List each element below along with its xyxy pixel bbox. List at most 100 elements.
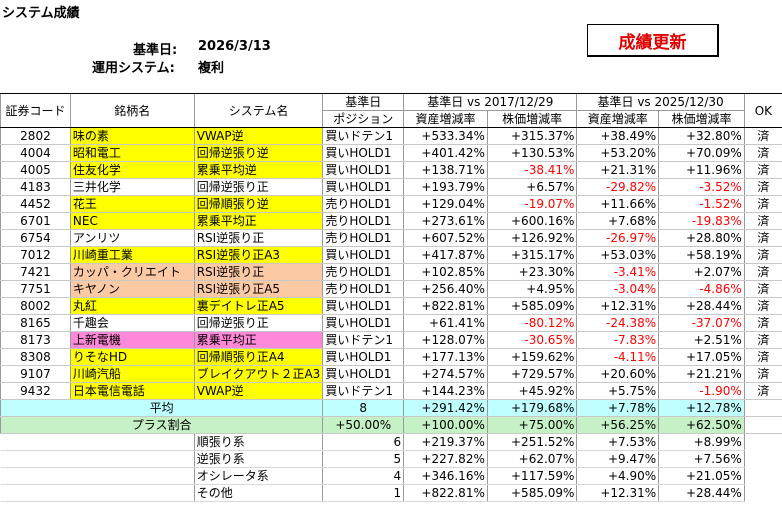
header-period1: 基準日 vs 2017/12/29 bbox=[403, 93, 577, 111]
ok-cell: 済 bbox=[743, 229, 782, 247]
asset-change-1-cell: +102.85% bbox=[403, 263, 488, 281]
asset-change-1-cell: +128.07% bbox=[403, 331, 488, 349]
price-change-2-cell: +70.09% bbox=[658, 144, 745, 162]
price-change-1-cell: +6.57% bbox=[486, 178, 577, 196]
empty-cell bbox=[0, 484, 195, 502]
empty-cell bbox=[0, 467, 195, 485]
stock-code-cell: 4004 bbox=[0, 144, 71, 162]
price-change-1-cell: +315.17% bbox=[486, 246, 577, 264]
stock-code-cell: 7012 bbox=[0, 246, 71, 264]
category-row: 逆張り系 5 +227.82% +62.07% +9.47% +7.56% bbox=[0, 450, 782, 468]
category-asset-1: +822.81% bbox=[403, 484, 488, 502]
asset-change-1-cell: +61.41% bbox=[403, 314, 488, 332]
header-period2: 基準日 vs 2025/12/30 bbox=[576, 93, 745, 111]
system-name-cell: ブレイクアウト２正A3 bbox=[193, 365, 323, 383]
asset-change-2-cell: +12.31% bbox=[576, 297, 659, 315]
system-name-cell: 回帰逆張り正 bbox=[193, 178, 323, 196]
stock-code-cell: 4183 bbox=[0, 178, 71, 196]
header-position: ポジション bbox=[322, 110, 404, 128]
table-row: 9432 日本電信電話 VWAP逆 買いドテン1 +144.23% +45.92% +5.7… bbox=[0, 382, 782, 400]
header-row-2: ポジション 資産増減率 株価増減率 資産増減率 株価増減率 bbox=[1, 110, 782, 128]
system-name-cell: 回帰順張り正A4 bbox=[193, 348, 323, 366]
table-row: 8173 上新電機 累乗平均正 買いドテン1 +128.07% -30.65% -7.83%… bbox=[0, 331, 782, 349]
system-name-cell: 裏デイトレ正A5 bbox=[193, 297, 323, 315]
average-price-1: +179.68% bbox=[486, 399, 577, 417]
category-asset-1: +346.16% bbox=[403, 467, 488, 485]
base-date-label: 基準日: bbox=[133, 43, 178, 58]
stock-code-cell: 9107 bbox=[0, 365, 71, 383]
price-change-1-cell: +23.30% bbox=[486, 263, 577, 281]
base-date-value: 2026/3/13 bbox=[198, 39, 271, 54]
stock-name-cell: 川崎汽船 bbox=[69, 365, 195, 383]
asset-change-1-cell: +822.81% bbox=[403, 297, 488, 315]
table-row: 9107 川崎汽船 ブレイクアウト２正A3 買いHOLD1 +274.57% +729.5… bbox=[0, 365, 782, 383]
table-row: 8002 丸紅 裏デイトレ正A5 買いHOLD1 +822.81% +585.09% +12… bbox=[0, 297, 782, 315]
table-row: 8308 りそなHD 回帰順張り正A4 買いHOLD1 +177.13% +159.62%… bbox=[0, 348, 782, 366]
category-asset-2: +12.31% bbox=[576, 484, 659, 502]
asset-change-2-cell: +7.68% bbox=[576, 212, 659, 230]
header-code: 証券コード bbox=[0, 93, 71, 128]
stock-code-cell: 6701 bbox=[0, 212, 71, 230]
category-price-2: +8.99% bbox=[658, 433, 745, 451]
asset-change-1-cell: +144.23% bbox=[403, 382, 488, 400]
price-change-2-cell: +11.96% bbox=[658, 161, 745, 179]
position-cell: 買いHOLD1 bbox=[322, 314, 404, 332]
results-table: 証券コード 銘柄名 システム名 基準日 基準日 vs 2017/12/29 基準… bbox=[0, 93, 782, 502]
ok-cell: 済 bbox=[743, 178, 782, 196]
average-count: 8 bbox=[322, 399, 404, 417]
stock-name-cell: 川崎重工業 bbox=[69, 246, 195, 264]
stock-name-cell: キヤノン bbox=[69, 280, 195, 298]
asset-change-1-cell: +177.13% bbox=[403, 348, 488, 366]
price-change-1-cell: +600.16% bbox=[486, 212, 577, 230]
asset-change-1-cell: +607.52% bbox=[403, 229, 488, 247]
update-results-button[interactable]: 成績更新 bbox=[587, 24, 719, 57]
header-price-1: 株価増減率 bbox=[486, 110, 577, 128]
asset-change-2-cell: +21.31% bbox=[576, 161, 659, 179]
ok-cell: 済 bbox=[743, 127, 782, 145]
asset-change-2-cell: -24.38% bbox=[576, 314, 659, 332]
stock-code-cell: 2802 bbox=[0, 127, 71, 145]
price-change-2-cell: -1.90% bbox=[658, 382, 745, 400]
price-change-2-cell: +28.44% bbox=[658, 297, 745, 315]
category-asset-2: +9.47% bbox=[576, 450, 659, 468]
average-price-2: +12.78% bbox=[658, 399, 745, 417]
asset-change-1-cell: +129.04% bbox=[403, 195, 488, 213]
stock-code-cell: 8165 bbox=[0, 314, 71, 332]
price-change-2-cell: +17.05% bbox=[658, 348, 745, 366]
price-change-2-cell: -3.52% bbox=[658, 178, 745, 196]
position-cell: 買いHOLD1 bbox=[322, 161, 404, 179]
position-cell: 売りHOLD1 bbox=[322, 195, 404, 213]
price-change-2-cell: +21.21% bbox=[658, 365, 745, 383]
price-change-1-cell: -30.65% bbox=[486, 331, 577, 349]
category-price-2: +7.56% bbox=[658, 450, 745, 468]
system-name-cell: VWAP逆 bbox=[193, 382, 323, 400]
header-row-1: 証券コード 銘柄名 システム名 基準日 基準日 vs 2017/12/29 基準… bbox=[0, 93, 782, 128]
stock-name-cell: 三井化学 bbox=[69, 178, 195, 196]
position-cell: 売りHOLD1 bbox=[322, 263, 404, 281]
header-asset-1: 資産増減率 bbox=[403, 110, 488, 128]
table-row: 7012 川崎重工業 RSI逆張り正A3 買いHOLD1 +417.87% +315.17… bbox=[0, 246, 782, 264]
stock-name-cell: NEC bbox=[69, 212, 195, 230]
stock-name-cell: 上新電機 bbox=[69, 331, 195, 349]
plus-asset-1: +100.00% bbox=[403, 416, 488, 434]
ok-cell: 済 bbox=[743, 382, 782, 400]
plus-price-2: +62.50% bbox=[658, 416, 745, 434]
category-count: 6 bbox=[322, 433, 404, 451]
system-name-cell: RSI逆張り正A3 bbox=[193, 246, 323, 264]
empty-cell bbox=[743, 416, 782, 434]
stock-code-cell: 4452 bbox=[0, 195, 71, 213]
plus-price-1: +75.00% bbox=[486, 416, 577, 434]
table-row: 7751 キヤノン RSI逆張り正A5 売りHOLD1 +256.40% +4.95% -3… bbox=[0, 280, 782, 298]
system-name-cell: RSI逆張り正 bbox=[193, 229, 323, 247]
plus-ratio-row: プラス割合 +50.00% +100.00% +75.00% +56.25% +62.50… bbox=[0, 416, 782, 434]
asset-change-1-cell: +401.42% bbox=[403, 144, 488, 162]
category-row: オシレータ系 4 +346.16% +117.59% +4.90% +21.05% bbox=[0, 467, 782, 485]
plus-asset-2: +56.25% bbox=[576, 416, 659, 434]
position-cell: 買いHOLD1 bbox=[322, 246, 404, 264]
price-change-1-cell: +4.95% bbox=[486, 280, 577, 298]
system-value: 複利 bbox=[198, 61, 225, 76]
price-change-2-cell: +32.80% bbox=[658, 127, 745, 145]
header-asset-2: 資産増減率 bbox=[576, 110, 659, 128]
average-asset-1: +291.42% bbox=[403, 399, 488, 417]
price-change-2-cell: +2.51% bbox=[658, 331, 745, 349]
